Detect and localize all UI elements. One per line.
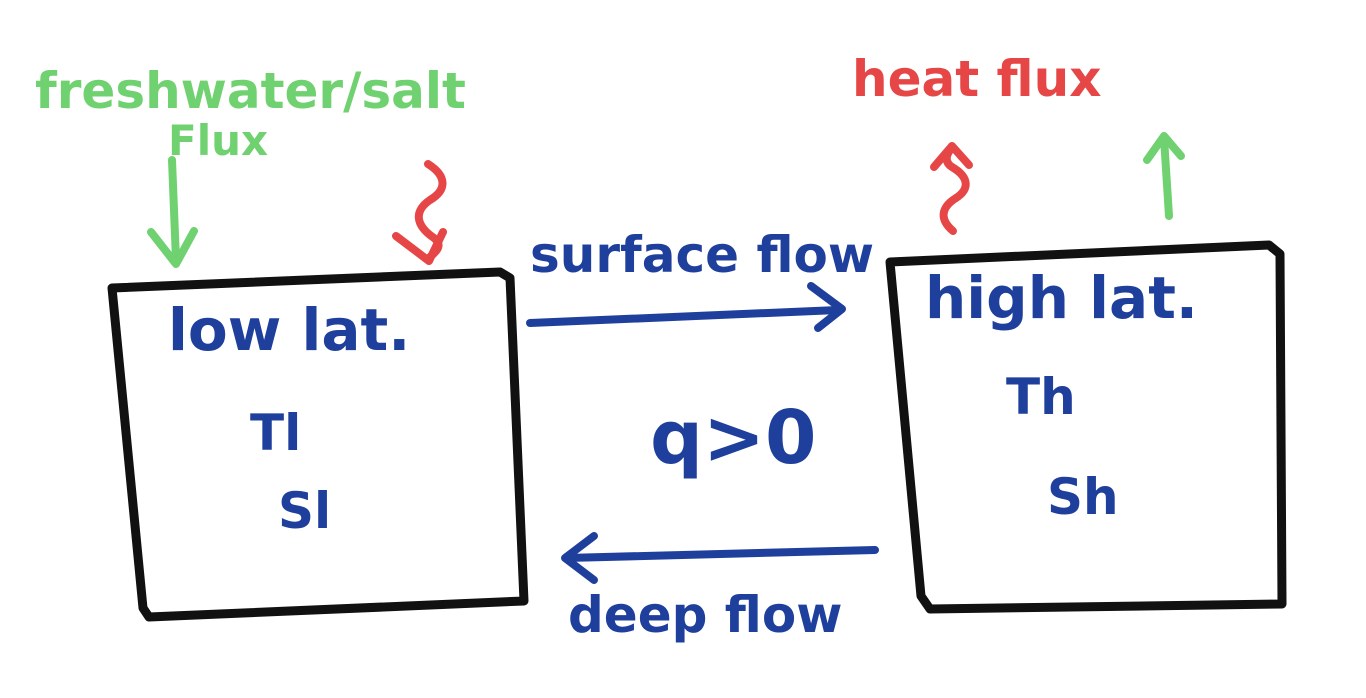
low-heat-wavy-arrow-icon bbox=[392, 160, 447, 265]
deep-flow-arrow-icon bbox=[561, 532, 879, 584]
low-lat-temperature: Tl bbox=[250, 404, 301, 462]
heat-flux-label: heat flux bbox=[852, 50, 1101, 108]
high-lat-temperature: Th bbox=[1006, 368, 1076, 426]
condition-label: q>0 bbox=[650, 395, 816, 481]
low-latitude-box: low lat. Tl Sl bbox=[107, 267, 529, 622]
surface-flow-label: surface flow bbox=[530, 226, 874, 284]
surface-flow-arrow-icon bbox=[526, 282, 846, 332]
freshwater-salt-label: freshwater/salt bbox=[35, 62, 466, 120]
freshwater-down-arrow-icon bbox=[147, 156, 198, 268]
high-lat-salinity: Sh bbox=[1047, 468, 1119, 526]
low-lat-salinity: Sl bbox=[278, 482, 331, 540]
high-lat-title: high lat. bbox=[925, 264, 1198, 332]
high-heat-wavy-arrow-icon bbox=[930, 142, 973, 235]
deep-flow-label: deep flow bbox=[568, 586, 842, 644]
high-latitude-box: high lat. Th Sh bbox=[885, 240, 1287, 614]
high-freshwater-up-arrow-icon bbox=[1143, 132, 1185, 220]
low-lat-title: low lat. bbox=[168, 296, 410, 364]
freshwater-flux-label: Flux bbox=[168, 116, 268, 165]
